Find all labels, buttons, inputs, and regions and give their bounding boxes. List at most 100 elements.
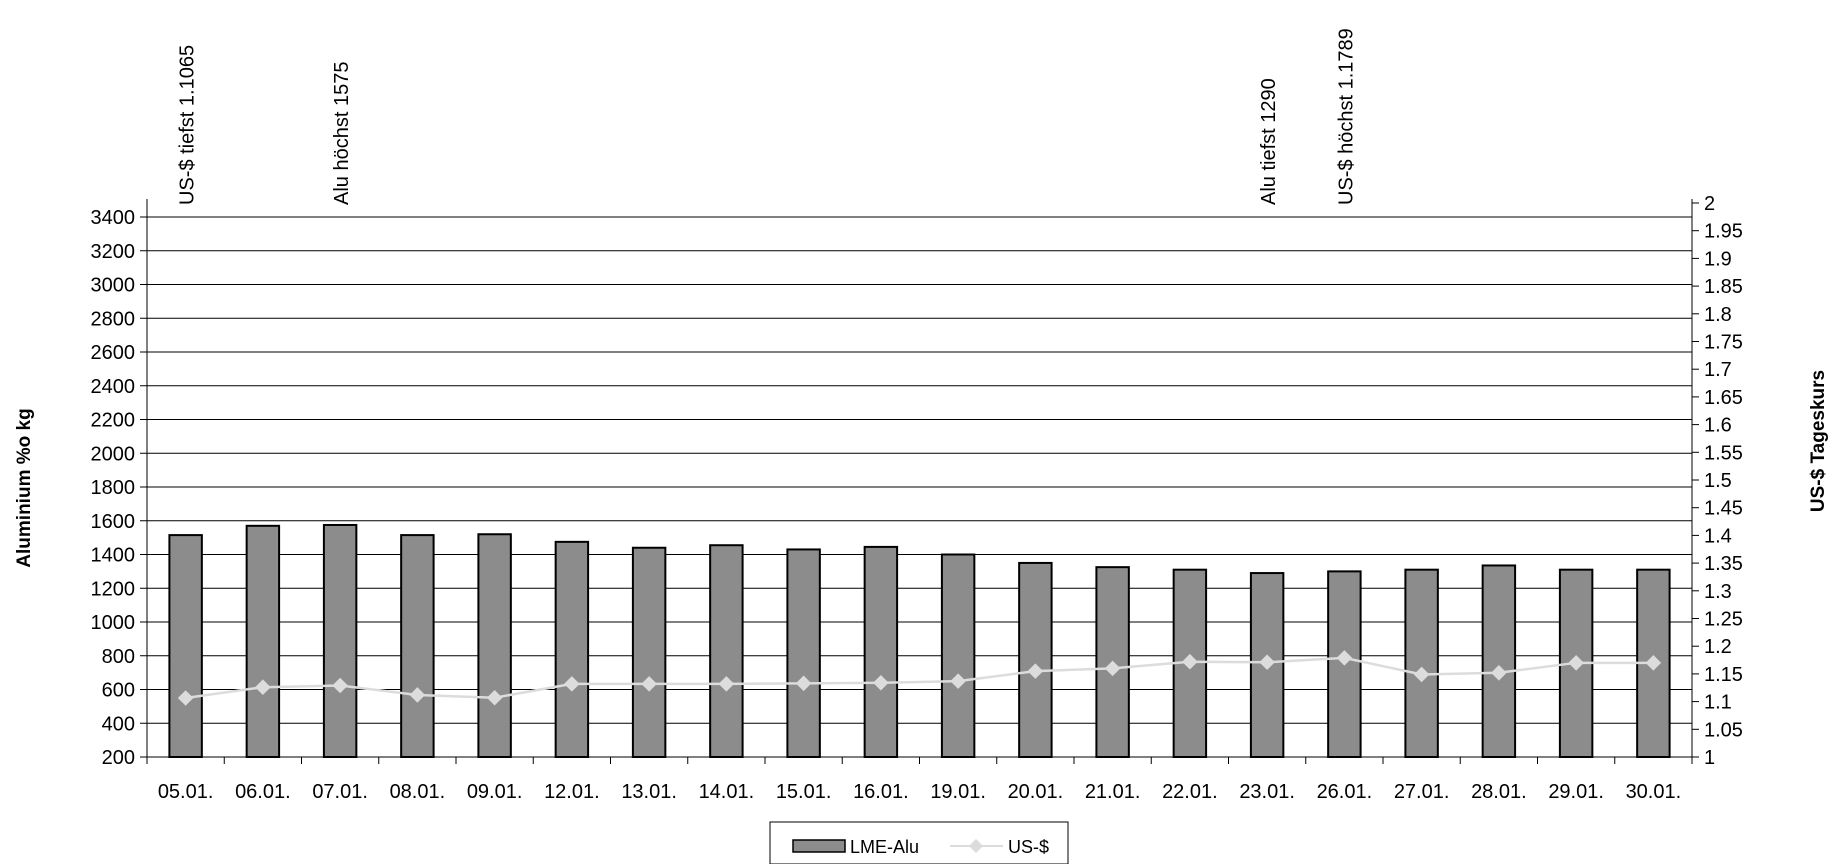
x-tick-label: 28.01. (1471, 781, 1527, 803)
y-tick-label: 2000 (91, 443, 136, 465)
bar-27-01 (1404, 568, 1439, 758)
y2-tick-label: 1.45 (1704, 498, 1743, 520)
y2-axis-title: US-$ Tageskurs (1808, 370, 1829, 512)
x-tick-label: 30.01. (1626, 781, 1682, 803)
bar-06-01 (245, 524, 281, 758)
us-dollar-point-05-01 (177, 690, 194, 706)
x-tick-label: 13.01. (621, 781, 677, 803)
y-tick-label: 800 (102, 646, 135, 668)
us-dollar-point-16-01 (873, 674, 889, 691)
left-axis-ticks: 200 400 600 800 1000 1200 1400 1600 1800 2000 2200… (91, 207, 147, 769)
us-dollar-point-23-01 (1259, 654, 1275, 671)
us-dollar-point-12-01 (564, 676, 580, 692)
y-tick-label: 2600 (91, 342, 136, 364)
annotation-label: Alu höchst 1575 (331, 62, 353, 205)
legend: LME-Alu US-$ (769, 821, 1069, 864)
us-dollar-point-28-01 (1491, 665, 1507, 681)
y-tick-label: 600 (102, 680, 135, 702)
us-dollar-point-13-01 (641, 676, 657, 692)
x-tick-label: 22.01. (1162, 781, 1218, 803)
y2-tick-label: 1.75 (1704, 332, 1743, 354)
x-tick-label: 16.01. (853, 781, 909, 803)
us-dollar-point-22-01 (1182, 653, 1198, 670)
bar-13-01 (631, 546, 667, 758)
y-tick-label: 1800 (91, 477, 136, 499)
bar-15-01 (786, 548, 821, 758)
x-tick-label: 05.01. (158, 781, 214, 803)
y2-tick-label: 1.7 (1704, 359, 1732, 381)
y2-tick-label: 1.1 (1704, 692, 1732, 714)
legend-label-lme-alu: LME-Alu (850, 837, 919, 857)
bar-19-01 (940, 553, 976, 758)
x-tick-label: 23.01. (1239, 781, 1295, 803)
bar-14-01 (709, 544, 744, 758)
y-tick-label: 2400 (91, 376, 136, 398)
us-dollar-point-30-01 (1645, 655, 1662, 671)
y-tick-label: 2200 (91, 410, 136, 432)
x-tick-label: 15.01. (776, 781, 832, 803)
x-tick-label: 14.01. (699, 781, 755, 803)
y2-tick-label: 1.05 (1704, 719, 1743, 741)
y2-tick-label: 1.15 (1704, 664, 1743, 686)
y-tick-label: 1400 (91, 545, 136, 567)
legend-marker-us-dollar (968, 838, 984, 854)
y-tick-label: 3200 (91, 241, 136, 263)
x-tick-label: 19.01. (930, 781, 986, 803)
us-dollar-point-20-01 (1027, 663, 1044, 679)
bar-09-01 (477, 533, 512, 758)
y2-tick-label: 1.25 (1704, 609, 1743, 631)
line-series (177, 650, 1662, 706)
annotation-label: Alu tiefst 1290 (1258, 78, 1280, 205)
us-dollar-point-19-01 (950, 673, 966, 689)
x-axis-ticks: 05.01. 06.01. 07.01. 08.01. 09.01. 12.01. 13.0… (146, 757, 1693, 803)
us-dollar-point-21-01 (1104, 660, 1121, 677)
x-tick-label: 06.01. (235, 781, 291, 803)
y2-tick-label: 2 (1704, 193, 1715, 215)
bar-05-01 (168, 534, 203, 758)
us-dollar-line (185, 656, 1654, 700)
y-tick-label: 1600 (91, 511, 136, 533)
bar-28-01 (1481, 564, 1517, 758)
us-dollar-point-27-01 (1413, 666, 1430, 683)
bar-07-01 (322, 523, 358, 758)
annotation-label: US-$ höchst 1.1789 (1335, 28, 1357, 205)
y-tick-label: 400 (102, 713, 135, 735)
right-axis-ticks: 1 1.05 1.1 1.15 1.2 1.25 1.3 1.35 1.4 1.45 1.5 1.55… (1692, 193, 1743, 769)
bar-08-01 (400, 534, 435, 758)
y-axis-title: Aluminium %o kg (14, 408, 35, 567)
gridlines (147, 216, 1692, 758)
y2-tick-label: 1.55 (1704, 442, 1743, 464)
y2-tick-label: 1.85 (1704, 276, 1743, 298)
bar-20-01 (1018, 561, 1053, 758)
y-tick-label: 2800 (91, 308, 136, 330)
x-tick-label: 20.01. (1008, 781, 1064, 803)
y2-tick-label: 1.6 (1704, 415, 1732, 437)
y-tick-label: 3000 (91, 275, 136, 297)
x-tick-label: 12.01. (544, 781, 600, 803)
y2-tick-label: 1.3 (1704, 581, 1732, 603)
annotation-label: US-$ tiefst 1.1065 (177, 45, 199, 205)
y2-tick-label: 1 (1704, 747, 1715, 769)
bar-series (168, 523, 1671, 758)
x-tick-label: 09.01. (467, 781, 523, 803)
x-tick-label: 26.01. (1317, 781, 1373, 803)
x-tick-label: 07.01. (312, 781, 368, 803)
y2-tick-label: 1.2 (1704, 636, 1732, 658)
y2-tick-label: 1.95 (1704, 221, 1743, 243)
y-tick-label: 200 (102, 747, 135, 769)
y2-tick-label: 1.4 (1704, 525, 1732, 547)
legend-label-us-dollar: US-$ (1008, 837, 1049, 857)
annotations: US-$ tiefst 1.1065 Alu höchst 1575 Alu tie… (177, 28, 1358, 205)
bar-12-01 (554, 540, 590, 758)
y2-tick-label: 1.5 (1704, 470, 1732, 492)
us-dollar-point-26-01 (1336, 650, 1353, 666)
y2-tick-label: 1.65 (1704, 387, 1743, 409)
x-tick-label: 08.01. (390, 781, 446, 803)
x-tick-label: 27.01. (1394, 781, 1450, 803)
y-tick-label: 1000 (91, 612, 136, 634)
legend-swatch-lme-alu (792, 839, 846, 853)
y2-tick-label: 1.35 (1704, 553, 1743, 575)
y2-tick-label: 1.8 (1704, 304, 1732, 326)
y-tick-label: 1200 (91, 578, 136, 600)
